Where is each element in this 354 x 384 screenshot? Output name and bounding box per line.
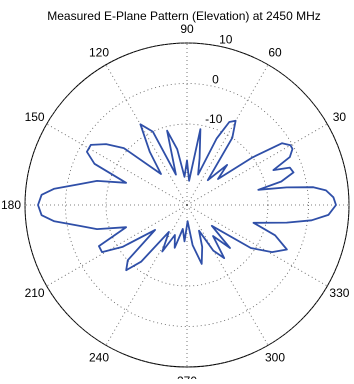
angular-spoke-10 <box>186 204 269 346</box>
series-layer <box>37 119 337 272</box>
radial-grid-circle-1 <box>65 83 309 327</box>
radial-grid-circle-2 <box>24 42 350 368</box>
angle-tick-label-150: 150 <box>25 110 45 124</box>
angular-spoke-11 <box>186 204 328 287</box>
angle-tick-label-30: 30 <box>333 110 347 124</box>
radial-tick-label-10: 10 <box>219 32 233 46</box>
angular-spoke-8 <box>105 204 188 346</box>
angular-spoke-7 <box>46 204 188 287</box>
angle-tick-label-270: 270 <box>177 374 197 379</box>
radial-tick-label--10: -10 <box>205 112 223 126</box>
polar-grid <box>24 42 350 368</box>
angle-tick-label-180: 180 <box>1 198 21 212</box>
angle-tick-label-210: 210 <box>25 286 45 300</box>
angle-tick-label-120: 120 <box>89 46 109 60</box>
angle-tick-label-300: 300 <box>265 350 285 364</box>
angle-tick-label-330: 330 <box>329 286 349 300</box>
angle-tick-label-60: 60 <box>268 46 282 60</box>
angular-spoke-2 <box>186 64 269 206</box>
series-line-0 <box>37 119 337 272</box>
angular-spoke-5 <box>46 123 188 206</box>
angle-tick-label-90: 90 <box>180 22 194 36</box>
chart-title: Measured E-Plane Pattern (Elevation) at … <box>47 9 320 23</box>
angle-tick-label-240: 240 <box>89 350 109 364</box>
angular-spoke-1 <box>186 123 328 206</box>
angular-spoke-4 <box>105 64 188 206</box>
radial-tick-label-0: 0 <box>212 72 219 86</box>
